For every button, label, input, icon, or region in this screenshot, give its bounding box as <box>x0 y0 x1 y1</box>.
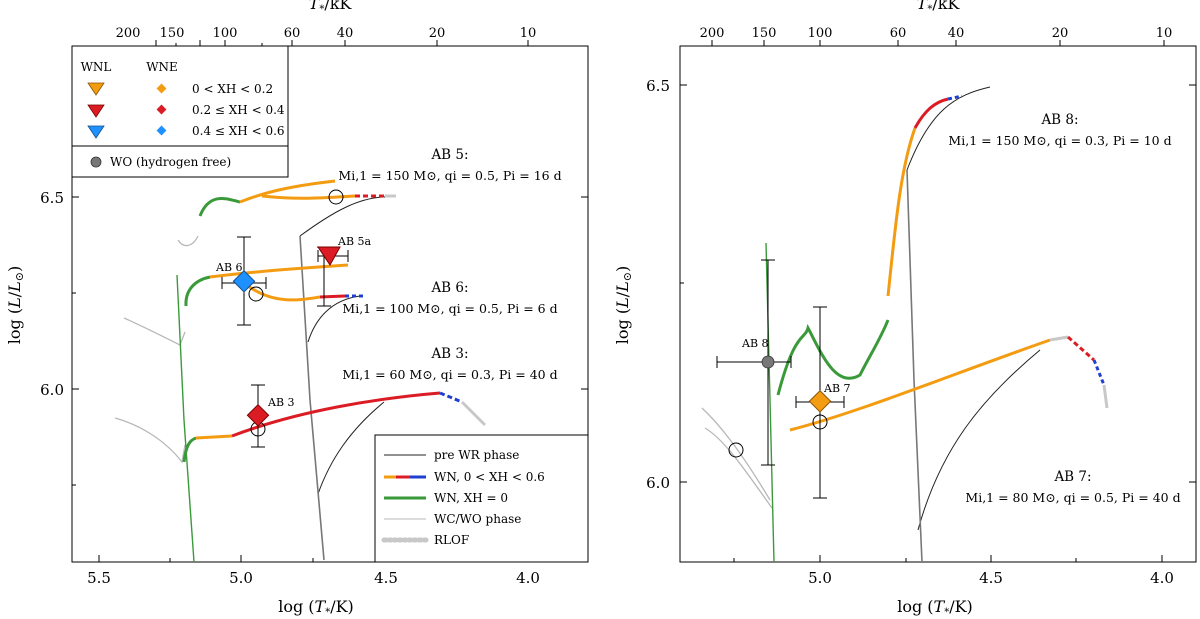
annotation-ab8-title: AB 8: <box>1040 112 1078 128</box>
legend-row-2: 0.2 ≤ XH < 0.4 <box>192 103 285 117</box>
legend-wnl-orange-icon <box>87 82 105 96</box>
left-top-tick-40: 40 <box>337 26 354 41</box>
left-plot-frame <box>71 45 589 563</box>
right-xtick-4.0: 4.0 <box>1150 569 1174 587</box>
left-ytick-6.0: 6.0 <box>40 381 64 399</box>
legend-wnl-red-icon <box>87 104 105 118</box>
annotation-ab7-title: AB 7: <box>1053 469 1091 485</box>
left-top-tick-20: 20 <box>429 26 446 41</box>
star-ab8-label: AB 8 <box>741 337 769 350</box>
ab8-track <box>776 94 963 396</box>
left-panel: 200 150 100 60 40 20 10 T*/kK 5.5 5.0 4.… <box>5 0 589 618</box>
right-top-tick-40: 40 <box>948 26 965 41</box>
legend-row-3: 0.4 ≤ XH < 0.6 <box>192 124 285 138</box>
left-xtick-5.0: 5.0 <box>229 569 253 587</box>
left-vertical-tracks <box>299 235 325 561</box>
annotation-ab7-text: Mi,1 = 80 M⊙, qi = 0.5, Pi = 40 d <box>965 490 1180 505</box>
star-ab6-label: AB 6 <box>215 261 243 274</box>
left-ylabel: log (L/L⊙) <box>5 266 26 344</box>
legend-wo-icon <box>90 156 102 168</box>
legend-line-3: WN, XH = 0 <box>434 491 508 505</box>
right-ytick-6.0: 6.0 <box>646 474 670 492</box>
right-error-bars <box>716 259 845 499</box>
legend-line-2: WN, 0 < XH < 0.6 <box>434 470 545 484</box>
legend-header-wne: WNE <box>146 60 178 74</box>
annotation-ab5-title: AB 5: <box>430 147 468 163</box>
left-xlabel: log (T*/K) <box>278 597 354 618</box>
legend-wne-blue-icon <box>156 125 167 136</box>
legend-wnl-blue-icon <box>87 125 105 139</box>
legend-wo-label: WO (hydrogen free) <box>110 155 231 169</box>
left-xtick-4.0: 4.0 <box>516 569 540 587</box>
right-wcwo-tracks <box>701 407 773 509</box>
left-track-circles <box>248 189 344 437</box>
right-top-tick-200: 200 <box>700 26 725 41</box>
line-legend: pre WR phase WN, 0 < XH < 0.6 WN, XH = 0… <box>374 434 589 563</box>
annotation-ab6-text: Mi,1 = 100 M⊙, qi = 0.5, Pi = 6 d <box>342 301 557 316</box>
left-top-tick-60: 60 <box>284 26 301 41</box>
right-top-axis <box>711 40 1165 46</box>
left-top-xlabel: T*/kK <box>309 0 353 15</box>
legend-wne-red-icon <box>156 104 167 115</box>
star-ab6-marker <box>232 269 256 293</box>
left-top-tick-10: 10 <box>520 26 537 41</box>
right-panel: 200 150 100 60 40 20 10 T*/kK 5.0 4.5 4.… <box>613 0 1197 618</box>
left-wcwo-tracks <box>114 235 199 464</box>
right-vertical-tracks <box>906 169 923 563</box>
annotation-ab8-text: Mi,1 = 150 M⊙, qi = 0.3, Pi = 10 d <box>948 133 1171 148</box>
legend-wne-orange-icon <box>156 83 167 94</box>
right-prewr-tracks <box>906 86 1041 531</box>
right-xtick-5.0: 5.0 <box>808 569 832 587</box>
legend-header-wnl: WNL <box>81 60 112 74</box>
star-ab5a-label: AB 5a <box>337 235 372 248</box>
right-ytick-6.5: 6.5 <box>646 77 670 95</box>
left-green-vertical <box>176 274 195 563</box>
star-ab3-marker <box>246 403 270 427</box>
star-ab8-marker <box>761 355 775 369</box>
right-xlabel: log (T*/K) <box>897 597 973 618</box>
right-ylabel: log (L/L⊙) <box>613 266 634 344</box>
right-top-tick-100: 100 <box>808 26 833 41</box>
ab5-track <box>198 179 396 217</box>
left-ytick-6.5: 6.5 <box>40 189 64 207</box>
ab3-track <box>182 391 487 463</box>
right-top-tick-150: 150 <box>752 26 777 41</box>
legend-row-1: 0 < XH < 0.2 <box>192 82 273 96</box>
legend-line-4: WC/WO phase <box>434 512 521 526</box>
left-top-tick-200: 200 <box>116 26 141 41</box>
star-ab5a-marker <box>317 246 341 266</box>
ab6-track <box>184 263 365 307</box>
star-ab7-label: AB 7 <box>823 382 851 395</box>
star-ab3-label: AB 3 <box>267 396 295 409</box>
right-xtick-4.5: 4.5 <box>979 569 1003 587</box>
left-xtick-5.5: 5.5 <box>87 569 111 587</box>
left-top-tick-100: 100 <box>213 26 238 41</box>
annotation-ab3-title: AB 3: <box>430 346 468 362</box>
right-bottom-axis <box>733 555 1163 562</box>
annotation-ab6-title: AB 6: <box>430 280 468 296</box>
legend-line-1: pre WR phase <box>434 448 519 462</box>
annotation-ab5-text: Mi,1 = 150 M⊙, qi = 0.5, Pi = 16 d <box>338 168 561 183</box>
legend-line-5: RLOF <box>434 533 469 547</box>
left-top-tick-150: 150 <box>160 26 185 41</box>
left-xtick-4.5: 4.5 <box>374 569 398 587</box>
right-plot-frame <box>679 45 1197 563</box>
right-top-tick-20: 20 <box>1052 26 1069 41</box>
marker-legend: WNL WNE 0 < XH < 0.2 0.2 ≤ XH < 0.4 0.4 … <box>71 45 289 178</box>
ab7-track <box>789 335 1109 432</box>
annotation-ab3-text: Mi,1 = 60 M⊙, qi = 0.3, Pi = 40 d <box>342 367 557 382</box>
right-y-axis <box>680 84 1196 483</box>
right-track-circles <box>728 414 828 458</box>
right-top-tick-60: 60 <box>890 26 907 41</box>
star-ab7-marker <box>808 389 832 413</box>
right-top-tick-10: 10 <box>1156 26 1173 41</box>
right-top-xlabel: T*/kK <box>917 0 961 15</box>
right-green-vertical <box>765 242 775 563</box>
